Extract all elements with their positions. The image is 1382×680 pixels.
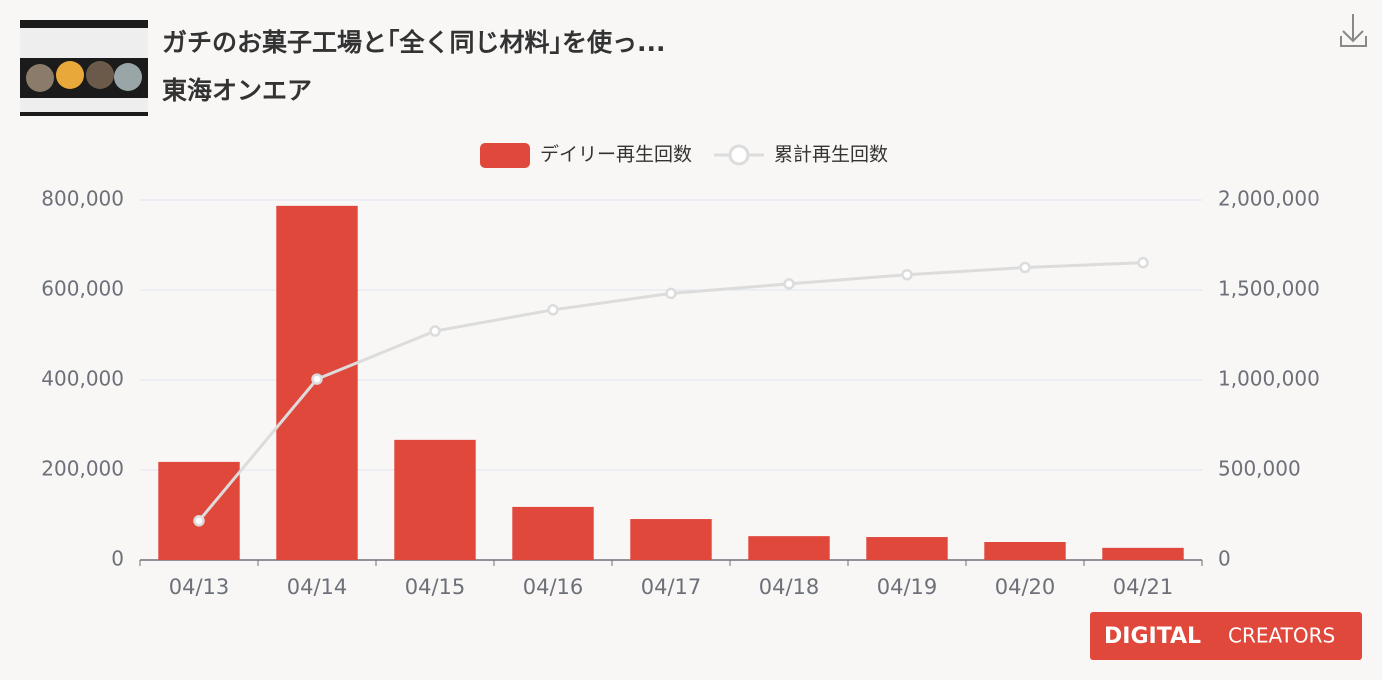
y-tick-label: 400,000 bbox=[41, 367, 124, 391]
line-point bbox=[547, 304, 559, 316]
thumbnail-banner bbox=[20, 28, 148, 58]
legend-label: デイリー再生回数 bbox=[540, 144, 692, 166]
bar bbox=[630, 519, 712, 560]
thumbnail-person bbox=[114, 63, 142, 91]
thumbnail-person bbox=[56, 61, 84, 89]
thumbnail-caption bbox=[20, 98, 148, 112]
line-point bbox=[783, 278, 795, 290]
logo-brand: DIGITAL bbox=[1104, 624, 1201, 649]
plot: 0 200,000 400,000 600,000 800,000 0 500,000 1,0… bbox=[41, 143, 1320, 599]
bar bbox=[1102, 547, 1184, 560]
y-tick-label: 800,000 bbox=[41, 187, 124, 211]
x-tick-label: 04/13 bbox=[169, 575, 230, 599]
bar bbox=[748, 536, 830, 560]
x-tick-label: 04/14 bbox=[287, 575, 348, 599]
legend-swatch-point bbox=[728, 144, 750, 166]
y2-tick-label: 500,000 bbox=[1218, 457, 1301, 481]
line-point bbox=[193, 515, 205, 527]
video-title: ガチのお菓子工場と｢全く同じ材料｣を使っ... bbox=[162, 28, 666, 57]
y-tick-label: 600,000 bbox=[41, 277, 124, 301]
y2-tick-label: 0 bbox=[1218, 547, 1231, 571]
line-point bbox=[1019, 261, 1031, 274]
line-point bbox=[901, 268, 913, 281]
x-tick-label: 04/16 bbox=[523, 575, 584, 599]
y2-tick-label: 2,000,000 bbox=[1218, 187, 1320, 211]
y-tick-label: 0 bbox=[111, 547, 124, 571]
thumbnail-person bbox=[86, 61, 114, 89]
channel-name: 東海オンエア bbox=[162, 76, 312, 105]
bar bbox=[394, 439, 476, 560]
logo-box bbox=[1090, 612, 1362, 660]
logo-suffix: CREATORS bbox=[1228, 624, 1335, 648]
bar bbox=[866, 537, 948, 560]
legend-swatch bbox=[480, 143, 530, 168]
x-tick-label: 04/18 bbox=[759, 575, 820, 599]
y2-tick-label: 1,500,000 bbox=[1218, 277, 1320, 301]
x-tick-label: 04/17 bbox=[641, 575, 702, 599]
line-point bbox=[429, 325, 441, 337]
thumbnail-person bbox=[26, 64, 54, 92]
x-tick-label: 04/21 bbox=[1113, 575, 1174, 599]
line-point bbox=[1137, 256, 1149, 269]
legend-label: 累計再生回数 bbox=[774, 144, 888, 166]
bar bbox=[158, 461, 240, 560]
x-tick-label: 04/20 bbox=[995, 575, 1056, 599]
logo[interactable]: DIGITAL CREATORS bbox=[1090, 612, 1362, 660]
bar bbox=[512, 506, 594, 560]
download-icon bbox=[1340, 14, 1367, 47]
line-point bbox=[311, 373, 323, 385]
download-button[interactable] bbox=[1340, 14, 1367, 47]
thumbnail[interactable] bbox=[20, 20, 148, 116]
bar bbox=[984, 542, 1066, 560]
x-tick-label: 04/19 bbox=[877, 575, 938, 599]
y2-tick-label: 1,000,000 bbox=[1218, 367, 1320, 391]
legend-item[interactable]: 累計再生回数 bbox=[714, 144, 888, 166]
legend-item[interactable]: デイリー再生回数 bbox=[480, 143, 692, 168]
line-point bbox=[665, 287, 677, 300]
y-tick-label: 200,000 bbox=[41, 457, 124, 481]
x-tick-label: 04/15 bbox=[405, 575, 466, 599]
